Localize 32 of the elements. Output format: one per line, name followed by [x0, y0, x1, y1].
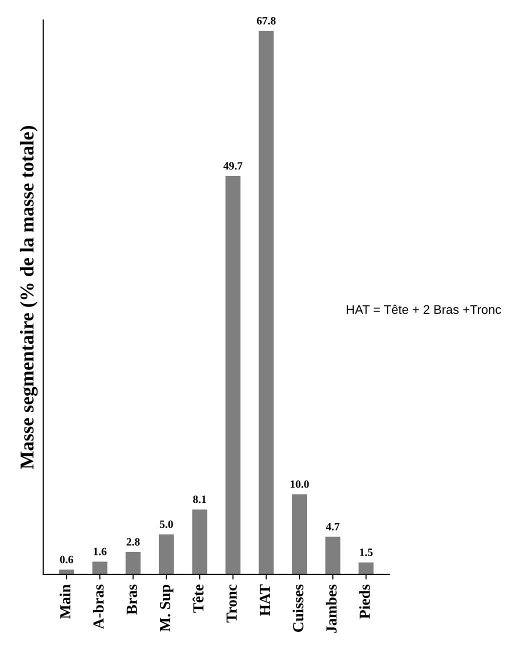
data-label: 5.0 — [160, 520, 173, 528]
bar — [126, 552, 141, 574]
x-tick-label: M. Sup — [160, 584, 174, 632]
bar — [59, 570, 74, 574]
annotation: HAT = Tête + 2 Bras +Tronc — [346, 304, 502, 314]
x-tick-label: Tête — [192, 584, 204, 613]
bar — [258, 30, 274, 574]
bar — [325, 536, 340, 574]
x-tick-label: Jambes — [326, 584, 337, 633]
bar — [92, 562, 108, 574]
data-label: 8.1 — [193, 496, 206, 504]
data-label: 4.7 — [326, 522, 340, 530]
x-tick-label: Main — [60, 584, 70, 619]
bar — [292, 494, 308, 574]
x-tick-label: Cuisses — [292, 584, 304, 632]
data-label: 10.0 — [290, 480, 309, 488]
bar — [192, 510, 208, 574]
data-label: 0.6 — [60, 556, 74, 564]
data-label: 49.7 — [223, 162, 242, 170]
y-axis-title: Masse segmentaire (% de la masse totale) — [20, 126, 38, 470]
x-tick-label: Pieds — [359, 584, 370, 619]
bar — [225, 176, 240, 574]
data-label: 1.6 — [94, 548, 106, 556]
bar — [358, 562, 374, 574]
x-tick-label: A-bras — [92, 584, 104, 630]
x-tick-label: Bras — [126, 584, 137, 615]
x-tick-label: HAT — [260, 584, 270, 616]
x-tick-label: Tronc — [226, 584, 237, 622]
bar — [158, 534, 174, 574]
data-label: 1.5 — [360, 548, 373, 556]
data-label: 67.8 — [256, 16, 276, 25]
data-label: 2.8 — [126, 538, 140, 546]
